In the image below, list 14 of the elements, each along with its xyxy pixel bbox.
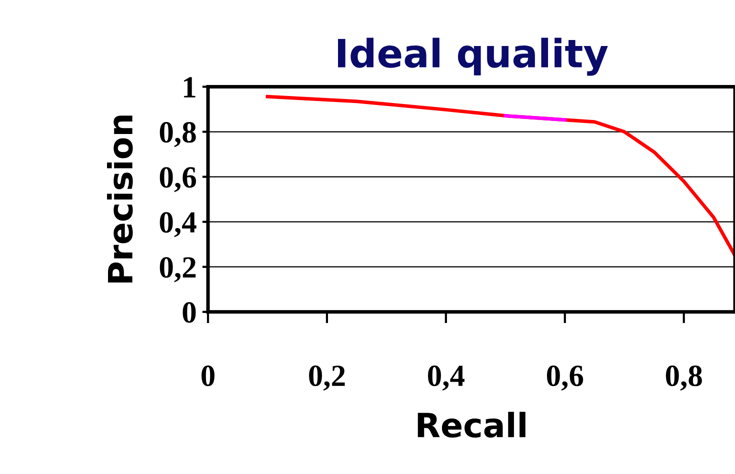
x-tick-label: 0,6 [546,366,584,391]
x-axis-title: Recall [418,412,526,438]
x-tick-label: 0,2 [309,366,345,391]
y-tick-label: 0,2 [160,257,196,282]
y-tick-label: 1 [184,77,196,98]
x-tick-label: 0 [202,366,214,386]
y-tick-label: 0,6 [160,167,196,192]
y-tick-label: 0 [182,302,196,323]
y-tick-label: 0,8 [160,122,196,148]
y-axis-title: Precision [106,116,133,283]
x-tick-label: 0,4 [428,366,464,391]
x-tick-label: 0,8 [666,366,702,391]
y-tick-label: 0,4 [160,212,196,238]
chart-title: Ideal quality [338,38,608,76]
